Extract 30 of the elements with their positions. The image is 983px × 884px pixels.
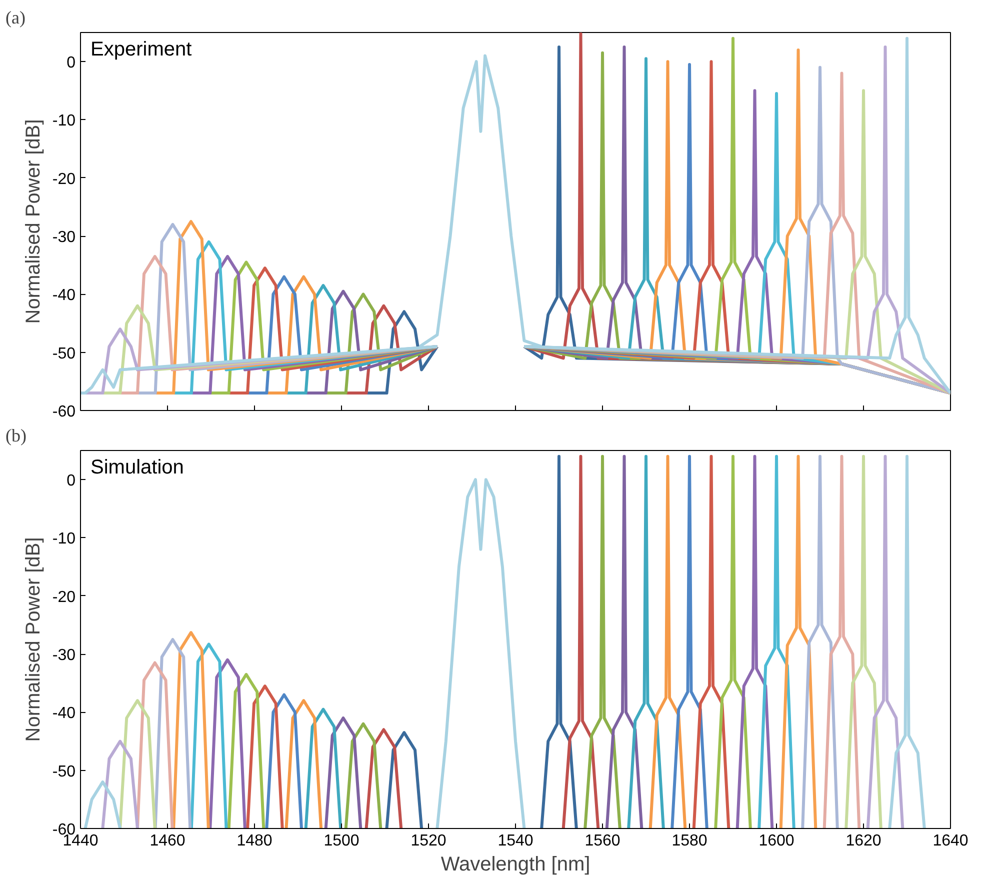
text: (a) (6, 8, 26, 28)
x-tick-label: 1540 (498, 832, 534, 850)
y-tick-label: -10 (52, 530, 76, 548)
y-tick-label: -40 (52, 287, 76, 304)
x-tick-label: 1580 (672, 832, 708, 850)
y-tick-label: -30 (52, 647, 76, 664)
y-tick-label: -50 (52, 763, 76, 780)
y-tick-label: 0 (66, 472, 76, 490)
x-axis-title: Wavelength [nm] (440, 854, 590, 876)
y-tick-label: -40 (52, 705, 76, 722)
y-tick-label: -20 (52, 588, 76, 606)
y-axis-title: Normalised Power [dB] (22, 119, 44, 324)
chart-title: Simulation (90, 456, 184, 478)
y-tick-label: -30 (52, 229, 76, 246)
y-tick-label: -20 (52, 170, 76, 188)
text: (b) (6, 426, 26, 446)
x-tick-label: 1600 (758, 832, 794, 850)
x-tick-label: 1640 (932, 832, 968, 850)
x-tick-label: 1460 (150, 832, 186, 850)
y-axis-title: Normalised Power [dB] (22, 537, 44, 742)
x-tick-label: 1620 (846, 832, 882, 850)
x-tick-label: 1500 (324, 832, 360, 850)
chart-title: Experiment (90, 38, 192, 60)
y-tick-label: -10 (52, 112, 76, 130)
y-tick-label: 0 (66, 54, 76, 72)
x-tick-label: 1520 (410, 832, 446, 850)
x-tick-label: 1560 (584, 832, 620, 850)
y-tick-label: -60 (52, 404, 76, 420)
x-tick-label: 1480 (236, 832, 272, 850)
y-tick-label: -50 (52, 345, 76, 362)
